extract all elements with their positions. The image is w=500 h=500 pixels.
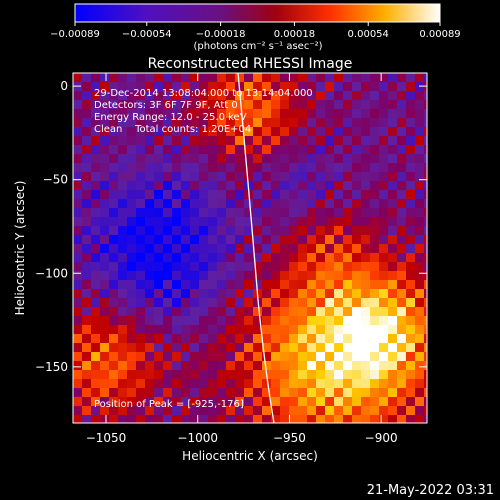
colorbar-tick-label: 0.00089 (419, 29, 460, 40)
y-axis-label: Heliocentric Y (arcsec) (13, 181, 27, 316)
x-tick-label: −1050 (86, 431, 127, 445)
annotation-detectors: Detectors: 3F 6F 7F 9F, Att 0 (94, 100, 238, 111)
x-axis-label: Heliocentric X (arcsec) (182, 449, 318, 463)
colorbar-tick-label: −0.00018 (196, 29, 246, 40)
annotation-time: 29-Dec-2014 13:08:04.000 to 13:14:04.000 (94, 88, 313, 99)
annotation-counts: Clean Total counts: 1.20E+04 (94, 124, 251, 135)
y-tick-label: −100 (35, 266, 68, 280)
colorbar-unit-label: (photons cm⁻² s⁻¹ asec⁻²) (193, 41, 322, 52)
chart-title: Reconstructed RHESSI Image (148, 56, 353, 72)
colorbar-tick-label: 0.00018 (274, 29, 315, 40)
colorbar-ticks: −0.00089 −0.00054 −0.00018 0.00018 0.00054 0.… (50, 22, 461, 40)
colorbar (74, 3, 441, 23)
annotation-energy: Energy Range: 12.0 - 25.0 keV (94, 112, 247, 123)
y-tick-label: −50 (43, 173, 68, 187)
colorbar-tick-label: −0.00089 (50, 29, 100, 40)
axis-ticks: −1050 −1000 −950 −900 0 −50 −100 −150 (35, 73, 427, 445)
plot-frame (72, 72, 428, 424)
annotation-block: 29-Dec-2014 13:08:04.000 to 13:14:04.000… (94, 88, 313, 135)
colorbar-tick-label: −0.00054 (122, 29, 172, 40)
colorbar-tick-label: 0.00054 (348, 29, 389, 40)
x-tick-label: −900 (365, 431, 398, 445)
y-tick-label: −150 (35, 360, 68, 374)
footer-timestamp: 21-May-2022 03:31 (367, 483, 494, 498)
x-tick-label: −950 (273, 431, 306, 445)
solar-limb-line (237, 73, 275, 423)
peak-position-label: Position of Peak = [-925,-176] (94, 399, 244, 410)
y-tick-label: 0 (60, 79, 68, 93)
x-tick-label: −1000 (177, 431, 218, 445)
heatmap-image (73, 73, 427, 423)
